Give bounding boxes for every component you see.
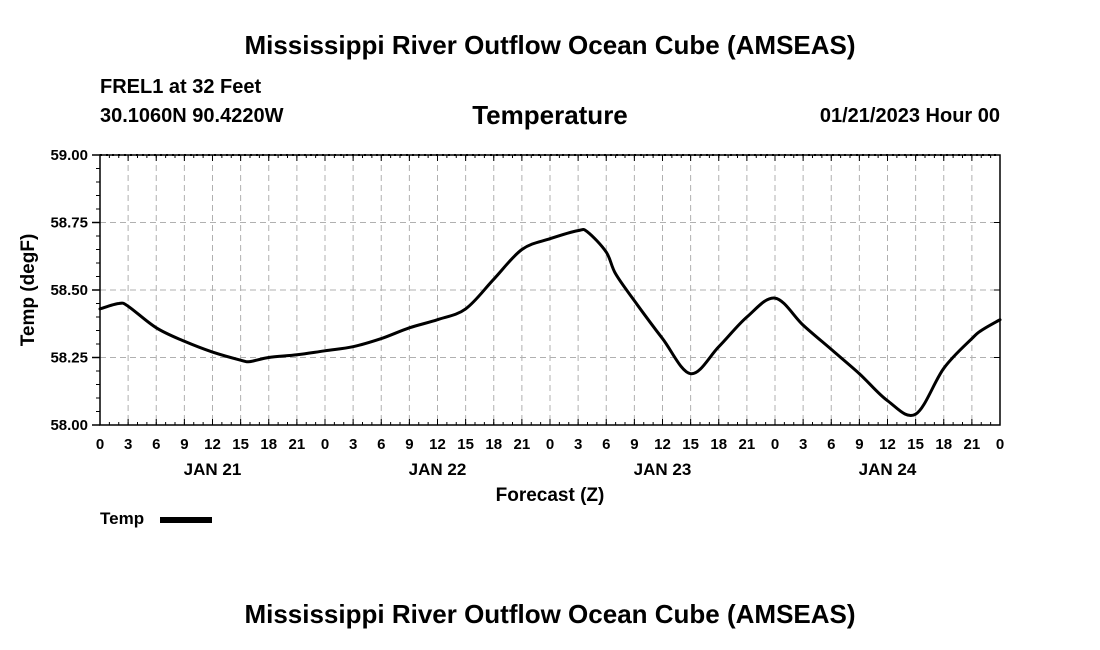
temp-series-line: [98, 227, 1002, 417]
y-axis: 58.00 58.25 58.50 58.75 59.00: [50, 147, 1000, 434]
station-coordinates: 30.1060N 90.4220W: [100, 105, 284, 127]
x-tick-label: 0: [996, 436, 1004, 453]
x-tick-label: 6: [827, 436, 835, 453]
x-tick-label: 18: [485, 436, 502, 453]
x-tick-label: 3: [799, 436, 807, 453]
main-title: Mississippi River Outflow Ocean Cube (AM…: [244, 30, 856, 60]
x-tick-label: 0: [771, 436, 779, 453]
x-tick-label: 6: [602, 436, 610, 453]
y-tick-label: 58.00: [50, 417, 88, 434]
x-tick-label: 21: [964, 436, 981, 453]
x-axis: 0 3 6 9 12 15 18 21 0 3 6 9 12 15 18 21 0 3 6 9 12 15 18 21 0 3 6 9…: [96, 155, 1004, 479]
chart-title: Temperature: [472, 100, 628, 130]
day-label: JAN 22: [409, 460, 467, 479]
x-tick-label: 15: [907, 436, 924, 453]
x-tick-label: 15: [682, 436, 699, 453]
x-tick-label: 12: [429, 436, 446, 453]
x-tick-label: 21: [289, 436, 306, 453]
x-tick-label: 18: [710, 436, 727, 453]
day-label: JAN 21: [184, 460, 242, 479]
x-tick-label: 12: [654, 436, 671, 453]
x-tick-label: 0: [546, 436, 554, 453]
y-tick-label: 58.50: [50, 282, 88, 299]
x-tick-label: 3: [574, 436, 582, 453]
grid: [100, 154, 1000, 425]
x-tick-label: 18: [935, 436, 952, 453]
forecast-datetime: 01/21/2023 Hour 00: [819, 105, 1000, 127]
legend-label: Temp: [100, 509, 145, 528]
x-tick-label: 21: [739, 436, 756, 453]
x-tick-label: 3: [349, 436, 357, 453]
x-tick-label: 9: [405, 436, 413, 453]
x-tick-label: 15: [457, 436, 474, 453]
legend-swatch: [160, 517, 212, 523]
x-tick-label: 18: [260, 436, 277, 453]
x-tick-label: 12: [879, 436, 896, 453]
x-tick-label: 6: [377, 436, 385, 453]
day-label: JAN 23: [634, 460, 692, 479]
x-tick-label: 21: [514, 436, 531, 453]
x-tick-label: 15: [232, 436, 249, 453]
x-tick-label: 9: [855, 436, 863, 453]
y-tick-label: 59.00: [50, 147, 88, 164]
day-label: JAN 24: [859, 460, 917, 479]
footer-title: Mississippi River Outflow Ocean Cube (AM…: [244, 599, 856, 629]
station-label: FREL1 at 32 Feet: [100, 76, 262, 98]
x-tick-label: 3: [124, 436, 132, 453]
x-tick-label: 0: [96, 436, 104, 453]
y-tick-label: 58.75: [50, 215, 88, 232]
y-tick-label: 58.25: [50, 350, 88, 367]
x-tick-label: 6: [152, 436, 160, 453]
x-tick-label: 9: [180, 436, 188, 453]
y-axis-label: Temp (degF): [18, 234, 39, 347]
x-tick-label: 9: [630, 436, 638, 453]
x-axis-label: Forecast (Z): [496, 485, 605, 506]
x-tick-label: 12: [204, 436, 221, 453]
x-tick-label: 0: [321, 436, 329, 453]
